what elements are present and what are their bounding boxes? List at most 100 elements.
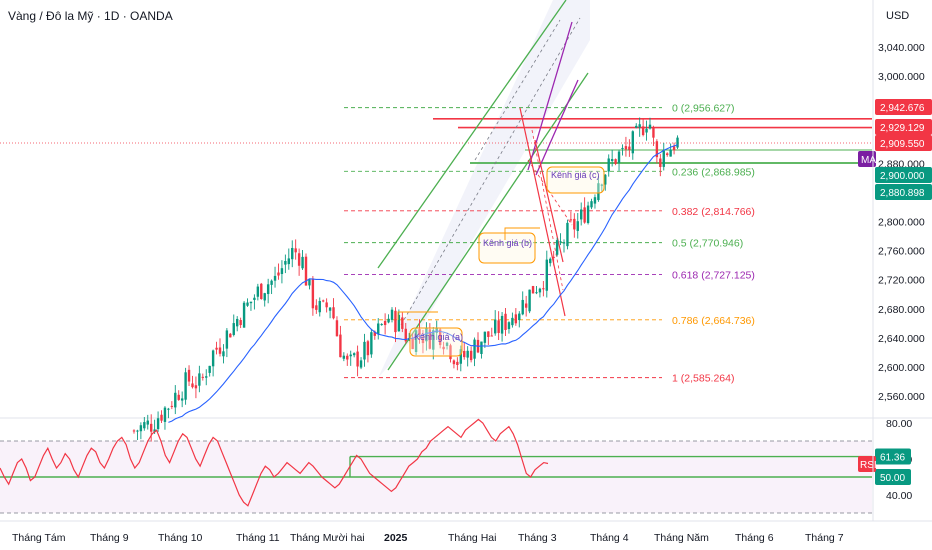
price-axis-tick: 2,680.000 xyxy=(878,304,925,316)
price-tag xyxy=(875,119,932,135)
moving-average-line xyxy=(168,144,678,423)
candle-body xyxy=(308,279,311,286)
candle-body xyxy=(645,128,648,133)
candle-body xyxy=(287,258,290,265)
candle-body xyxy=(507,322,511,330)
candle-body xyxy=(246,302,249,306)
time-axis-label: Tháng 9 xyxy=(90,532,129,544)
price-tag-label: 2,909.550 xyxy=(880,139,925,150)
candle-body xyxy=(573,218,576,230)
price-tag-label: 2,929.129 xyxy=(880,123,925,134)
candle-body xyxy=(452,360,456,365)
candle-body xyxy=(291,247,294,260)
candle-body xyxy=(373,331,376,336)
fib-label-0.618: 0.618 (2,727.125) xyxy=(672,269,755,281)
candle-body xyxy=(132,430,136,432)
price-tag xyxy=(875,184,932,200)
candle-body xyxy=(387,318,390,323)
candle-body xyxy=(504,313,507,330)
candle-body xyxy=(435,327,438,333)
candle-body xyxy=(669,149,672,157)
time-axis-label: Tháng 10 xyxy=(158,532,203,544)
candle-body xyxy=(624,146,628,150)
candle-body xyxy=(266,284,270,295)
time-axis-label: 2025 xyxy=(384,532,408,544)
candle-body xyxy=(600,184,604,186)
candle-body xyxy=(242,302,246,328)
time-axis-label: Tháng 7 xyxy=(805,532,844,544)
candle-body xyxy=(277,272,280,276)
candle-body xyxy=(597,183,600,201)
candle-body xyxy=(160,414,163,421)
candle-body xyxy=(676,137,679,148)
candle-body xyxy=(414,330,418,352)
candle-body xyxy=(480,341,483,354)
candle-body xyxy=(421,338,425,344)
candle-body xyxy=(211,350,215,367)
candle-body xyxy=(346,355,349,360)
candle-body xyxy=(635,125,638,128)
channel-lower-line xyxy=(387,72,589,371)
candle-body xyxy=(580,209,583,220)
candle-body xyxy=(370,332,373,355)
candle-body xyxy=(136,430,139,432)
candle-body xyxy=(194,385,198,389)
red-falling-line-3 xyxy=(527,159,573,226)
channel-annotation-box xyxy=(478,232,536,264)
red-falling-line-1 xyxy=(519,107,566,317)
candle-body xyxy=(184,372,187,400)
candle-body xyxy=(418,329,421,335)
candle-body xyxy=(349,354,352,357)
candle-body xyxy=(150,423,153,432)
candle-body xyxy=(672,146,676,151)
candle-body xyxy=(555,240,559,255)
candle-body xyxy=(593,197,597,204)
candle-body xyxy=(445,342,449,346)
candle-body xyxy=(487,331,490,337)
candle-body xyxy=(438,329,442,346)
candle-body xyxy=(631,131,634,154)
candle-body xyxy=(604,174,607,185)
candle-body xyxy=(201,376,204,378)
candle-body xyxy=(404,328,407,342)
rsi-tag-label: 61.36 xyxy=(880,453,905,464)
candle-body xyxy=(394,310,397,333)
candle-body xyxy=(566,222,569,247)
candle-body xyxy=(139,425,143,432)
purple-channel-upper xyxy=(527,21,573,171)
candle-body xyxy=(569,219,573,221)
candle-body xyxy=(325,302,328,308)
candle-body xyxy=(249,301,253,304)
candle-body xyxy=(253,297,256,300)
price-axis-tick: 2,720.000 xyxy=(878,275,925,287)
candle-body xyxy=(652,127,655,138)
candle-body xyxy=(318,300,321,313)
channel-shade xyxy=(378,0,590,378)
candle-body xyxy=(180,398,184,401)
price-axis-tick: 2,760.000 xyxy=(878,246,925,258)
candle-body xyxy=(518,313,521,321)
price-tag-label: 2,880.898 xyxy=(880,188,925,199)
candle-body xyxy=(263,293,266,301)
candle-body xyxy=(535,292,538,294)
candle-body xyxy=(562,242,566,244)
candle-body xyxy=(648,124,652,129)
ma-tag-label: MA xyxy=(861,155,876,166)
candle-body xyxy=(428,329,432,349)
ma-tag xyxy=(858,151,876,167)
channel-mid-line xyxy=(397,17,581,331)
rsi-tag xyxy=(875,448,911,465)
currency-label: USD xyxy=(886,10,910,22)
candle-body xyxy=(146,420,149,425)
time-axis-label: Tháng Hai xyxy=(448,532,496,544)
time-axis-label: Tháng 6 xyxy=(735,532,774,544)
candle-body xyxy=(225,330,229,349)
candle-body xyxy=(342,355,346,359)
chart-title: Vàng / Đô la Mỹ · 1D · OANDA xyxy=(8,9,173,23)
candle-body xyxy=(583,207,586,223)
candle-body xyxy=(542,288,545,290)
candle-body xyxy=(383,320,387,326)
channel-annotation-box xyxy=(409,327,463,357)
candle-body xyxy=(304,256,308,286)
